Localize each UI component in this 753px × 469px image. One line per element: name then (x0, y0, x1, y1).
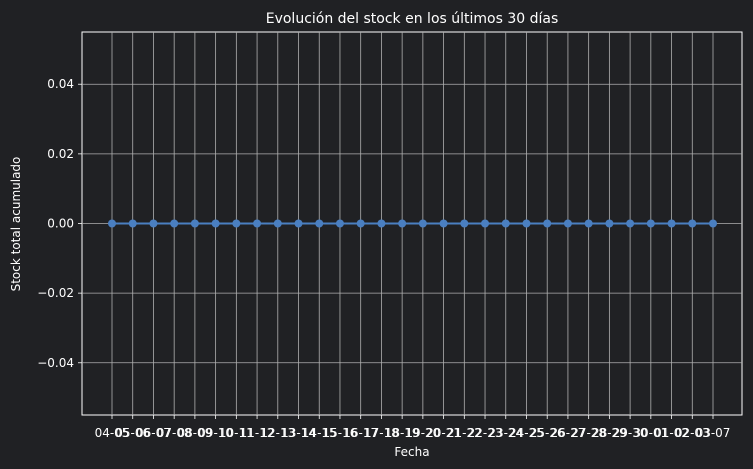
x-tick-label: 26-27 (550, 426, 585, 440)
x-tick-label: 07-08 (157, 426, 192, 440)
data-point (377, 219, 386, 228)
x-axis-label: Fecha (394, 445, 429, 459)
data-point (418, 219, 427, 228)
x-tick-label: 29-30 (613, 426, 648, 440)
x-tick-label: 06-07 (136, 426, 171, 440)
x-tick-label: 22-23 (468, 426, 503, 440)
data-point (543, 219, 552, 228)
data-point (294, 219, 303, 228)
data-point (128, 219, 137, 228)
x-tick-label: 27-28 (571, 426, 606, 440)
x-tick-label: 09-10 (198, 426, 233, 440)
data-point (501, 219, 510, 228)
x-tick-label: 30-01 (633, 426, 668, 440)
x-tick-label: 15-16 (323, 426, 358, 440)
data-point (667, 219, 676, 228)
data-point (232, 219, 241, 228)
y-tick-label: 0.00 (47, 217, 74, 231)
x-tick-label: 11-12 (240, 426, 275, 440)
data-point (584, 219, 593, 228)
x-tick-label: 03-07 (696, 426, 731, 440)
x-tick-label: 17-18 (364, 426, 399, 440)
data-point (688, 219, 697, 228)
y-tick-label: 0.04 (47, 77, 74, 91)
axes: 04-0505-0606-0707-0808-0909-1010-1111-12… (37, 77, 730, 440)
data-point (460, 219, 469, 228)
x-tick-label: 16-17 (343, 426, 378, 440)
data-point (522, 219, 531, 228)
data-point (356, 219, 365, 228)
x-tick-label: 04-05 (95, 426, 130, 440)
data-point (108, 219, 116, 228)
x-tick-label: 23-24 (488, 426, 523, 440)
x-tick-label: 21-22 (447, 426, 482, 440)
x-tick-label: 18-19 (385, 426, 420, 440)
x-tick-label: 25-26 (530, 426, 565, 440)
x-tick-label: 02-03 (675, 426, 710, 440)
y-tick-label: 0.02 (47, 147, 74, 161)
x-tick-label: 05-06 (115, 426, 150, 440)
data-point (626, 219, 635, 228)
data-point (273, 219, 282, 228)
y-axis-label: Stock total acumulado (9, 157, 23, 292)
data-point (398, 219, 407, 228)
data-point (709, 219, 717, 228)
data-point (439, 219, 448, 228)
data-point (149, 219, 158, 228)
data-point (211, 219, 220, 228)
x-tick-label: 24-25 (509, 426, 544, 440)
data-point (646, 219, 655, 228)
y-tick-label: −0.04 (37, 356, 74, 370)
x-tick-label: 14-15 (302, 426, 337, 440)
x-tick-label: 10-11 (219, 426, 254, 440)
y-tick-label: −0.02 (37, 286, 74, 300)
x-tick-label: 19-20 (405, 426, 440, 440)
chart-title: Evolución del stock en los últimos 30 dí… (266, 11, 559, 27)
data-point (170, 219, 179, 228)
x-tick-label: 28-29 (592, 426, 627, 440)
data-point (253, 219, 262, 228)
data-point (190, 219, 199, 228)
data-point (335, 219, 344, 228)
data-point (481, 219, 490, 228)
data-point (563, 219, 572, 228)
data-point (315, 219, 324, 228)
x-tick-label: 12-13 (260, 426, 295, 440)
x-tick-label: 20-21 (426, 426, 461, 440)
x-tick-label: 08-09 (177, 426, 212, 440)
x-tick-label: 13-14 (281, 426, 316, 440)
x-tick-label: 01-02 (654, 426, 689, 440)
data-point (605, 219, 614, 228)
series (108, 219, 717, 228)
